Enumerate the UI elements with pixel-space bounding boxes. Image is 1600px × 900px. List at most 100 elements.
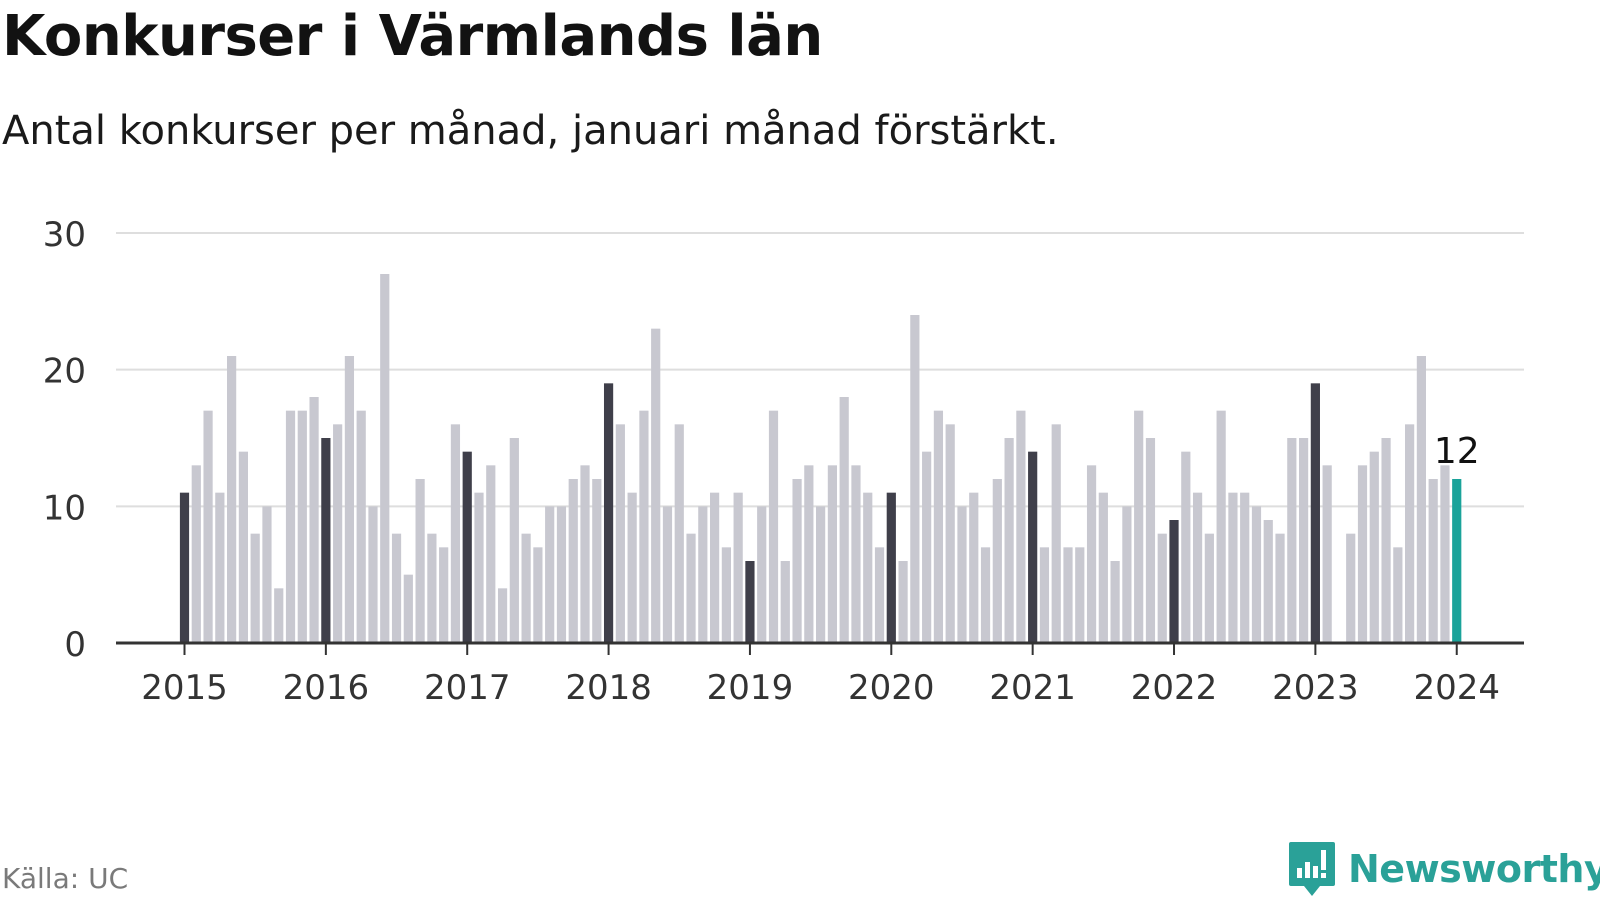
bar	[898, 561, 908, 643]
bar	[1357, 465, 1368, 643]
bar	[262, 506, 272, 643]
bar-chart: 0 10 20 30 2015 2016 2017 2018 2019 2020 2021 2022…	[43, 215, 1524, 708]
bar	[497, 588, 508, 643]
bar	[863, 492, 873, 643]
bar	[757, 506, 767, 643]
chart-title: Konkurser i Värmlands län	[2, 4, 823, 69]
bar	[1275, 533, 1285, 643]
bar	[391, 533, 402, 643]
bar	[462, 451, 472, 643]
bar	[1122, 506, 1132, 643]
bar	[380, 274, 390, 643]
bar	[874, 547, 885, 643]
bar	[1028, 451, 1038, 643]
bar	[415, 479, 425, 643]
bar	[1145, 438, 1156, 643]
bar	[1228, 492, 1238, 643]
x-tick-label: 2024	[1413, 668, 1500, 708]
bar	[933, 410, 944, 643]
bar	[321, 438, 331, 643]
bar	[474, 492, 484, 643]
bar	[1251, 506, 1262, 643]
bar	[1310, 383, 1320, 643]
bar	[297, 410, 307, 643]
bar	[792, 479, 802, 643]
bar	[545, 506, 555, 643]
chart-subtitle: Antal konkurser per månad, januari månad…	[2, 108, 1059, 154]
bar	[238, 451, 248, 643]
bar	[733, 492, 743, 643]
bar	[568, 479, 578, 643]
bar	[698, 506, 708, 643]
y-tick-label: 20	[43, 352, 86, 392]
bar	[203, 410, 213, 643]
bar	[1004, 438, 1014, 643]
bar	[250, 533, 260, 643]
latest-value-label: 12	[1434, 431, 1480, 472]
bar	[1157, 533, 1167, 643]
bar	[1287, 438, 1297, 643]
bar	[1452, 479, 1462, 643]
y-axis-ticks: 0 10 20 30	[43, 215, 86, 665]
bar	[839, 397, 849, 643]
bar	[721, 547, 731, 643]
bar	[804, 465, 814, 643]
bar	[191, 465, 201, 643]
bar	[1416, 356, 1426, 643]
bar	[592, 479, 602, 643]
bar	[274, 588, 284, 643]
bar	[1016, 410, 1026, 643]
bar	[179, 492, 190, 643]
bar	[521, 533, 531, 643]
bar	[1051, 424, 1061, 643]
bar	[1263, 520, 1273, 643]
bar	[651, 328, 661, 643]
source-note: Källa: UC	[2, 862, 129, 895]
x-tick-label: 2021	[989, 668, 1076, 708]
bar	[344, 356, 355, 643]
bar	[627, 492, 637, 643]
bar	[816, 506, 826, 643]
bar	[1322, 465, 1332, 643]
bar	[992, 479, 1002, 643]
bar	[603, 383, 614, 643]
bar	[1098, 492, 1108, 643]
bar-chart-speech-bubble-icon	[1289, 842, 1335, 896]
bar	[945, 424, 955, 643]
bar	[922, 451, 932, 643]
bar	[1204, 533, 1214, 643]
x-tick-label: 2016	[283, 668, 370, 708]
bar	[227, 356, 237, 643]
bar	[851, 465, 861, 643]
bar	[1110, 561, 1120, 643]
bar	[1369, 451, 1379, 643]
brand-logo[interactable]: Newsworthy	[1288, 840, 1600, 898]
bar	[957, 506, 967, 643]
bars	[179, 274, 1462, 643]
x-tick-label: 2017	[424, 668, 511, 708]
bar	[533, 547, 543, 643]
bar	[509, 438, 519, 643]
bar	[309, 397, 319, 643]
bar	[768, 410, 779, 643]
x-tick-label: 2015	[141, 668, 228, 708]
bar	[1134, 410, 1144, 643]
bar	[1428, 479, 1438, 643]
bar	[686, 533, 696, 643]
bar	[639, 410, 649, 643]
bar	[1181, 451, 1191, 643]
bar	[439, 547, 449, 643]
bar	[969, 492, 979, 643]
bar	[427, 533, 437, 643]
y-tick-label: 30	[43, 215, 86, 255]
x-tick-label: 2022	[1131, 668, 1218, 708]
bar	[1216, 410, 1226, 643]
bar	[1240, 492, 1250, 643]
bar	[827, 465, 837, 643]
bar	[215, 492, 225, 643]
bar	[1299, 438, 1309, 643]
bar	[1039, 547, 1050, 643]
bar	[580, 465, 590, 643]
bar	[486, 465, 496, 643]
bar	[886, 492, 896, 643]
